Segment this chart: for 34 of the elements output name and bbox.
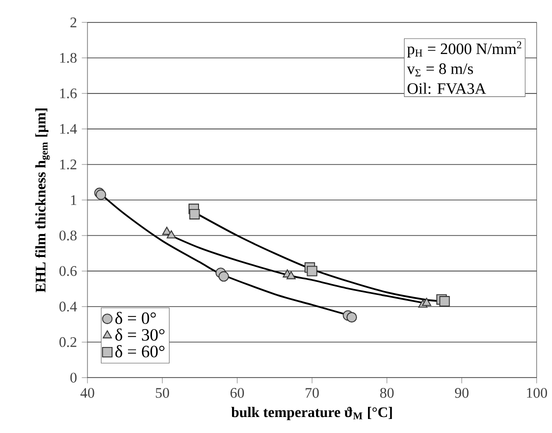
legend-label: δ = 60° [115, 345, 164, 358]
y-tick-label: 2 [70, 17, 76, 28]
y-tick-label: 1.4 [60, 124, 77, 134]
y-axis-title: EHL film thickness h$_{gem}$ [µm] [35, 108, 50, 292]
y-tick-label: 1.2 [60, 159, 76, 170]
point [439, 296, 450, 306]
y-tick-label: 1.6 [60, 88, 77, 98]
point [422, 298, 432, 306]
x-tick-label: 50 [156, 388, 170, 398]
legend-label: δ = 0° [115, 312, 156, 324]
annotation: Oil: FVA3A [408, 82, 486, 94]
x-tick-label: 40 [80, 388, 94, 398]
y-tick-label: 1 [71, 195, 76, 205]
point [218, 271, 229, 282]
y-tick-label: 0.8 [59, 230, 77, 240]
x-tick-label: 90 [454, 388, 469, 398]
x-tick-label: 70 [306, 388, 319, 398]
point [306, 266, 318, 276]
x-tick-label: 80 [380, 388, 394, 398]
x-tick-label: 60 [230, 388, 244, 398]
y-tick-label: 0.6 [59, 266, 77, 276]
y-tick-label: 0.4 [59, 302, 77, 312]
y-tick-label: 1.8 [60, 52, 77, 63]
point [346, 312, 357, 322]
annotation: v$_{Σ}$ = 8 m/s [406, 63, 473, 76]
x-tick-label: 100 [527, 388, 548, 398]
x-axis-title: bulk temperature ϑ$_{M}$ [°C] [231, 406, 392, 420]
y-tick-label: 0 [70, 372, 77, 382]
annotation: p$_{H}$ = 2000 N/mm$^{2}$ [407, 41, 522, 58]
legend-label: δ = 30° [115, 328, 164, 341]
point [286, 271, 296, 280]
point [166, 230, 176, 238]
y-tick-label: 0.2 [59, 337, 76, 347]
point [189, 208, 200, 220]
